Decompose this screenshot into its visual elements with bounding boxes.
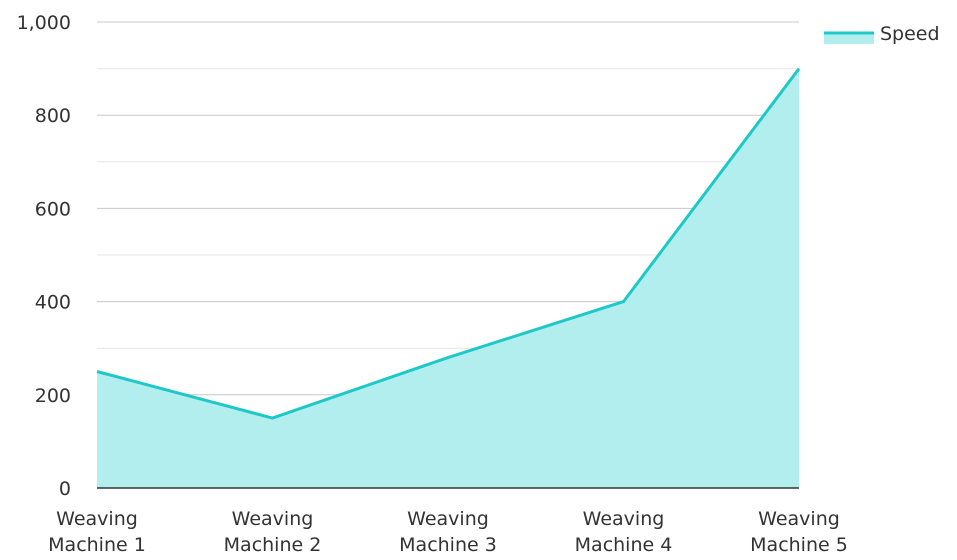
y-tick-label: 200 <box>35 385 71 407</box>
y-tick-label: 600 <box>35 198 71 220</box>
y-axis-tick-labels: 0 200 400 600 800 1,000 <box>17 12 71 500</box>
x-tick-label: Weaving Machine 4 <box>575 508 673 556</box>
legend-swatch <box>824 32 874 44</box>
x-tick-label: Weaving Machine 5 <box>750 508 848 556</box>
y-tick-label: 800 <box>35 105 71 127</box>
x-tick-label: Weaving Machine 1 <box>48 508 146 556</box>
y-tick-label: 1,000 <box>17 12 71 34</box>
x-axis-tick-labels: Weaving Machine 1 Weaving Machine 2 Weaving M… <box>48 508 848 556</box>
x-tick-label: Weaving Machine 3 <box>399 508 497 556</box>
series-area-layer <box>96 67 801 488</box>
y-tick-label: 0 <box>59 478 71 500</box>
y-tick-label: 400 <box>35 292 71 314</box>
grid <box>97 21 799 442</box>
x-tick-label: Weaving Machine 2 <box>224 508 322 556</box>
series-area-fill <box>97 68 799 488</box>
legend-label: Speed <box>880 23 940 45</box>
legend: Speed <box>824 23 940 45</box>
